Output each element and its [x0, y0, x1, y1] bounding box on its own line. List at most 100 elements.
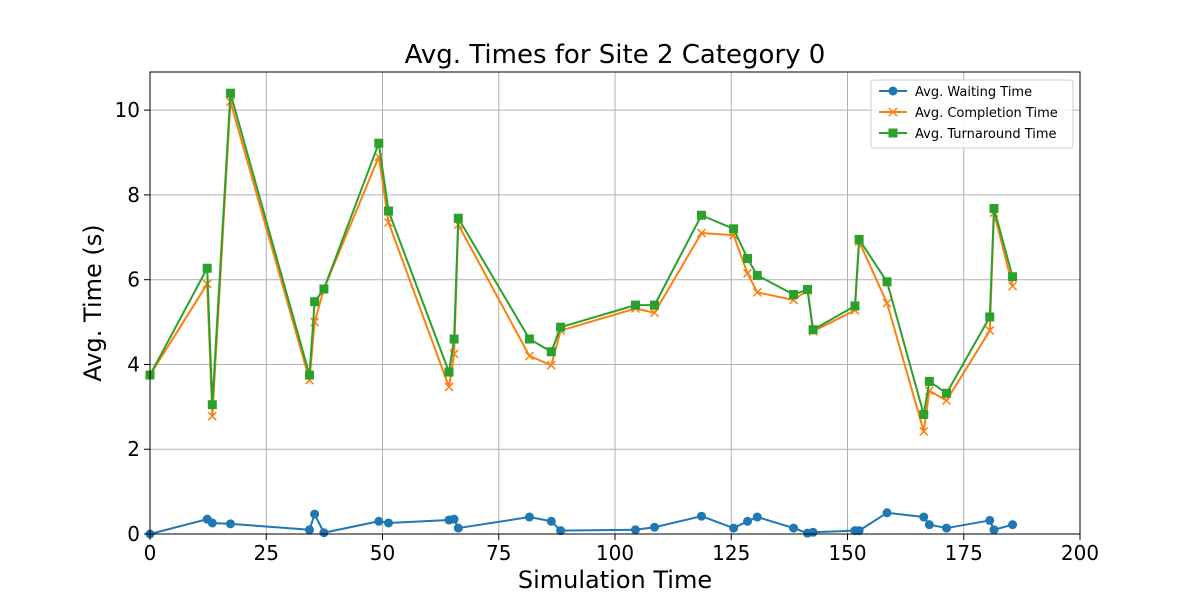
data-point — [202, 263, 212, 273]
x-tick-label: 200 — [1061, 541, 1099, 565]
x-marker-stroke — [546, 360, 556, 370]
x-marker-stroke — [888, 107, 898, 117]
data-point — [989, 203, 999, 213]
data-point — [919, 409, 929, 419]
x-marker-stroke — [696, 228, 707, 238]
data-point — [556, 322, 566, 332]
legend-box — [870, 79, 1074, 149]
data-point — [942, 523, 952, 533]
legend-label: Avg. Completion Time — [915, 106, 1058, 121]
data-point — [207, 400, 217, 410]
data-point — [546, 360, 556, 370]
y-tick-label: 10 — [115, 98, 140, 122]
x-tick-label: 100 — [596, 541, 634, 565]
data-point — [556, 526, 566, 536]
data-point — [524, 512, 534, 522]
data-point — [374, 138, 384, 148]
data-point — [924, 520, 934, 530]
data-point — [882, 298, 892, 308]
data-point — [524, 351, 534, 361]
data-point — [310, 509, 320, 519]
x-tick-label: 175 — [945, 541, 983, 565]
x-marker-stroke — [310, 317, 320, 327]
data-point — [449, 514, 459, 524]
y-tick-label: 2 — [127, 437, 140, 461]
data-point — [854, 526, 864, 536]
data-point — [919, 512, 929, 522]
x-marker-stroke — [374, 152, 384, 162]
data-point — [444, 382, 454, 392]
data-point — [449, 334, 459, 344]
data-point — [444, 367, 454, 377]
x-marker-stroke — [524, 351, 534, 361]
data-point — [453, 523, 463, 533]
x-marker-stroke — [882, 298, 892, 308]
x-tick-label: 75 — [486, 541, 511, 565]
y-tick-label: 0 — [127, 522, 140, 546]
data-point — [854, 234, 864, 244]
data-point — [310, 297, 320, 307]
data-point — [789, 523, 799, 533]
data-point — [985, 312, 995, 322]
data-point — [696, 210, 706, 220]
y-tick-label: 8 — [127, 183, 140, 207]
legend-marker — [888, 128, 898, 138]
data-point — [789, 290, 799, 300]
data-point — [319, 528, 329, 538]
legend-label: Avg. Waiting Time — [915, 85, 1032, 100]
data-point — [729, 523, 739, 533]
data-point — [304, 525, 314, 535]
legend-marker — [888, 86, 898, 96]
data-point — [546, 516, 556, 526]
data-point — [919, 426, 929, 436]
x-marker-stroke — [649, 308, 660, 318]
data-point — [752, 270, 762, 280]
data-point — [808, 325, 818, 335]
x-tick-label: 25 — [254, 541, 279, 565]
y-axis-label: Avg. Time (s) — [79, 224, 107, 381]
legend-label: Avg. Turnaround Time — [915, 127, 1057, 142]
legend-item: Avg. Waiting Time — [879, 85, 1032, 100]
y-tick-label: 4 — [127, 352, 140, 376]
data-point — [207, 411, 217, 421]
data-point — [453, 213, 463, 223]
data-point — [985, 515, 995, 525]
data-point — [942, 388, 952, 398]
x-marker-stroke — [752, 287, 762, 297]
x-marker-stroke — [942, 395, 952, 406]
data-point — [384, 206, 394, 216]
x-marker-stroke — [919, 426, 929, 436]
x-axis-label: Simulation Time — [518, 566, 712, 594]
x-marker-stroke — [207, 411, 217, 421]
data-point — [630, 525, 640, 535]
data-point — [304, 370, 314, 380]
data-point — [374, 516, 384, 526]
data-point — [882, 508, 892, 518]
data-point — [743, 253, 753, 263]
x-marker-stroke — [742, 268, 753, 278]
y-tick-label: 6 — [127, 268, 140, 292]
data-point — [742, 268, 753, 278]
data-point — [989, 525, 999, 535]
data-point — [696, 511, 706, 521]
legend: Avg. Waiting Time Avg. Completion Time Avg… — [870, 79, 1074, 149]
legend-item: Avg. Turnaround Time — [879, 127, 1057, 142]
chart-title: Avg. Times for Site 2 Category 0 — [405, 40, 826, 70]
data-point — [850, 301, 860, 311]
data-point — [650, 522, 660, 532]
x-tick-label: 0 — [144, 541, 157, 565]
x-marker-stroke — [444, 382, 454, 392]
legend-marker — [888, 107, 898, 117]
data-point — [207, 518, 217, 528]
data-point — [696, 228, 707, 238]
x-marker-stroke — [985, 326, 995, 336]
x-tick-label: 50 — [370, 541, 395, 565]
data-point — [985, 326, 995, 336]
data-point — [650, 300, 660, 310]
data-point — [225, 519, 235, 529]
data-point — [743, 516, 753, 526]
data-point — [630, 300, 640, 310]
data-point — [319, 284, 329, 294]
data-point — [546, 347, 556, 357]
